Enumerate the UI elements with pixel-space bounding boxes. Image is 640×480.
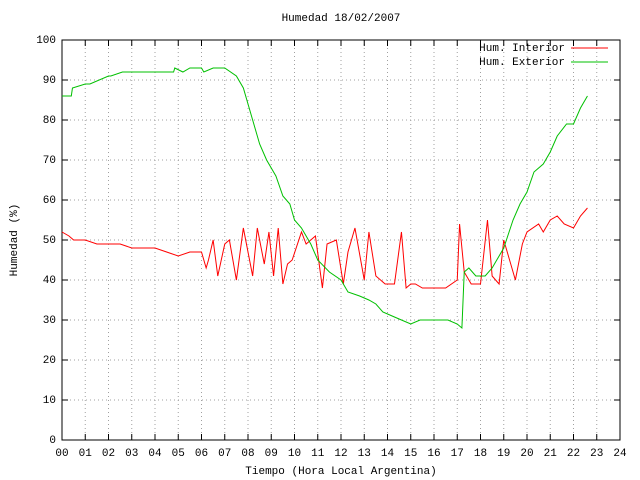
x-tick-label: 16: [427, 448, 440, 460]
x-tick-label: 10: [288, 448, 301, 460]
y-tick-label: 60: [43, 195, 56, 207]
x-tick-label: 24: [613, 448, 627, 460]
x-tick-label: 15: [404, 448, 417, 460]
x-tick-label: 13: [358, 448, 371, 460]
x-tick-label: 00: [55, 448, 68, 460]
y-tick-label: 0: [49, 435, 56, 447]
x-tick-label: 08: [241, 448, 254, 460]
y-tick-label: 50: [43, 235, 56, 247]
x-tick-label: 06: [195, 448, 208, 460]
x-tick-label: 04: [148, 448, 162, 460]
x-tick-label: 17: [451, 448, 464, 460]
x-tick-label: 01: [79, 448, 93, 460]
x-tick-label: 02: [102, 448, 115, 460]
x-tick-label: 14: [381, 448, 395, 460]
plot-frame: [61, 39, 621, 441]
x-tick-label: 18: [474, 448, 487, 460]
legend-label: Hum. Interior: [479, 43, 565, 55]
chart-title: Humedad 18/02/2007: [282, 13, 401, 25]
x-axis-label: Tiempo (Hora Local Argentina): [245, 466, 436, 478]
y-tick-label: 80: [43, 115, 56, 127]
y-tick-label: 100: [36, 35, 56, 47]
x-tick-label: 12: [334, 448, 347, 460]
y-tick-label: 20: [43, 355, 56, 367]
x-tick-label: 05: [172, 448, 185, 460]
x-tick-label: 09: [265, 448, 278, 460]
x-tick-label: 19: [497, 448, 510, 460]
legend-label: Hum. Exterior: [479, 57, 565, 69]
x-tick-label: 11: [311, 448, 325, 460]
x-tick-label: 21: [544, 448, 558, 460]
y-tick-label: 70: [43, 155, 56, 167]
y-tick-label: 10: [43, 395, 56, 407]
y-tick-label: 40: [43, 275, 56, 287]
x-tick-label: 23: [590, 448, 603, 460]
x-tick-label: 07: [218, 448, 231, 460]
series-line: [62, 67, 588, 330]
y-tick-label: 30: [43, 315, 56, 327]
x-tick-label: 20: [520, 448, 533, 460]
y-axis-label: Humedad (%): [9, 204, 21, 277]
x-tick-label: 22: [567, 448, 580, 460]
y-tick-label: 90: [43, 75, 56, 87]
series-line: [61, 207, 588, 290]
x-tick-label: 03: [125, 448, 138, 460]
